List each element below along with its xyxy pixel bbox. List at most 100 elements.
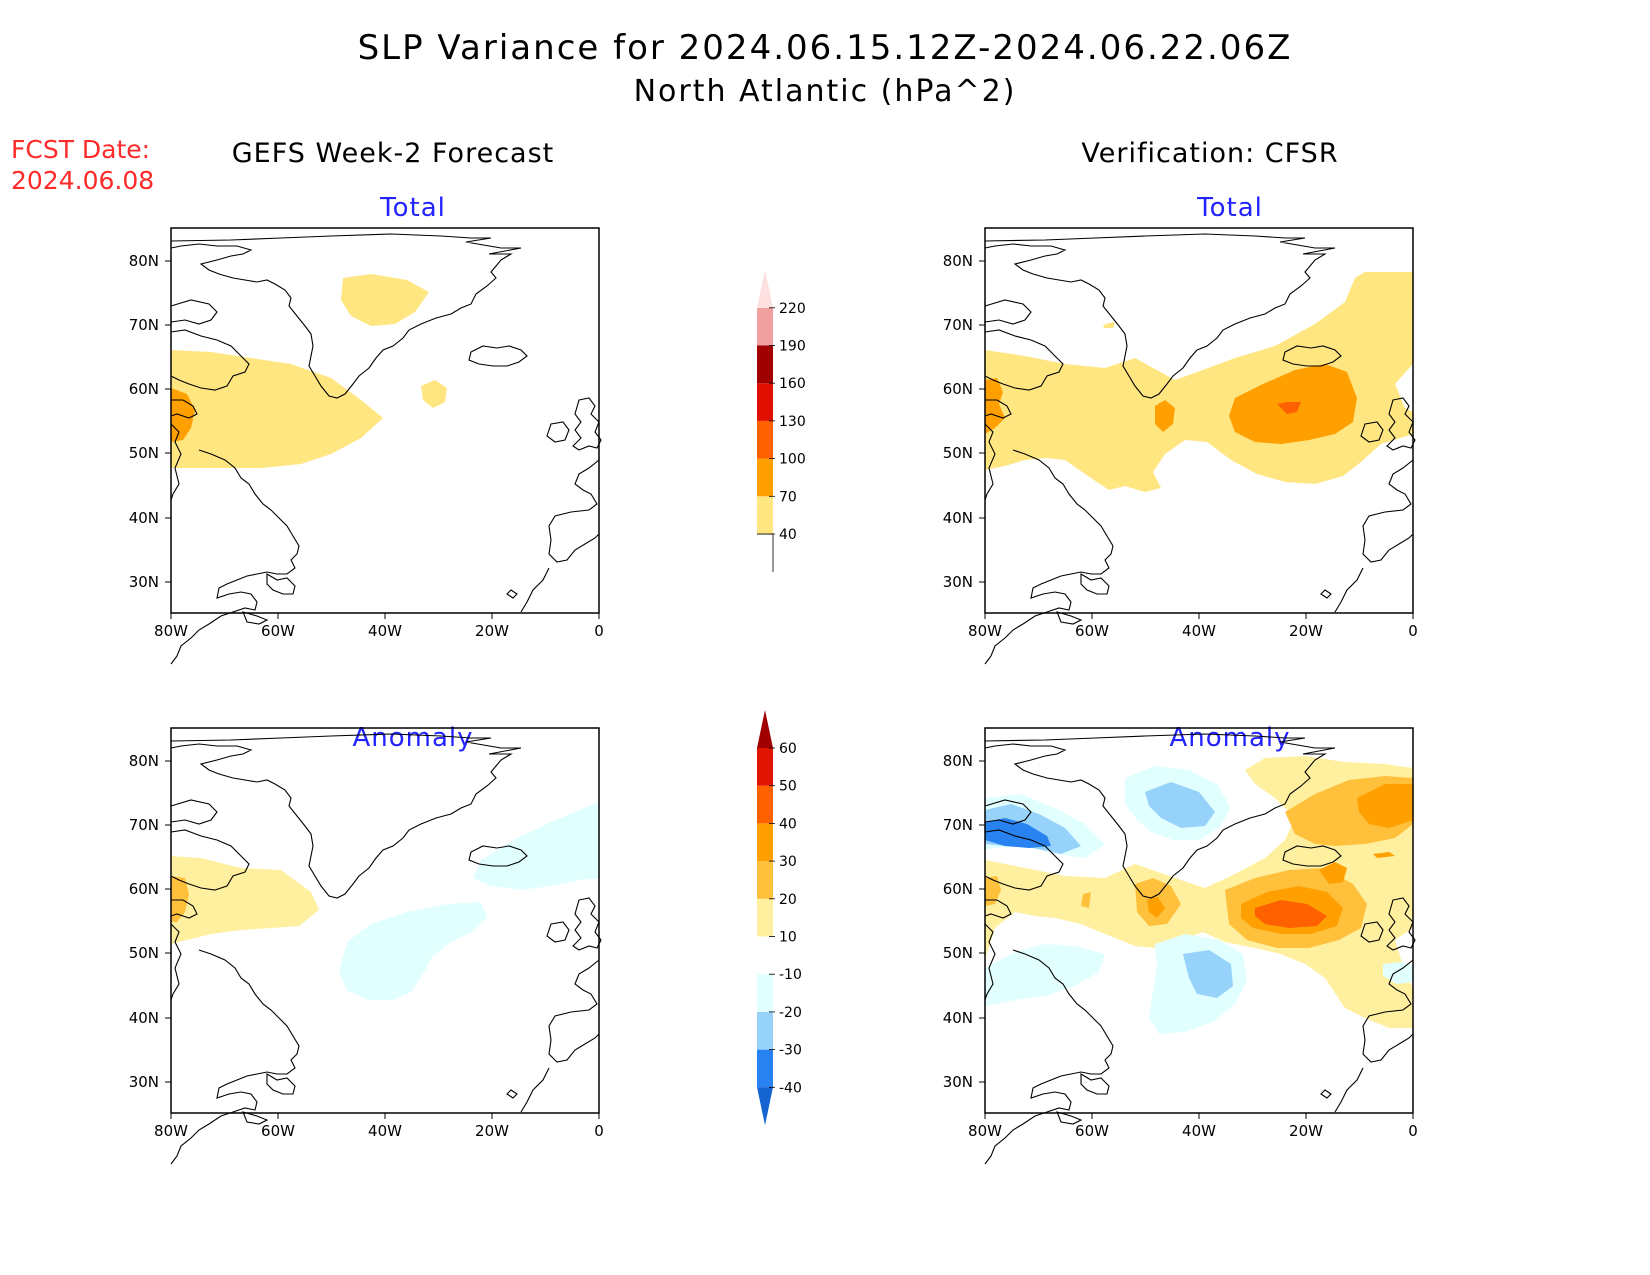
colorbar-lower-triangle bbox=[757, 1087, 773, 1126]
panel-title-forecast-total: Total bbox=[380, 193, 446, 223]
lat-label: 40N bbox=[943, 509, 973, 527]
lon-label: 0 bbox=[594, 1122, 604, 1140]
contour-fill-layer bbox=[985, 272, 1413, 492]
colorbar-label: -40 bbox=[779, 1080, 802, 1096]
colorbar-upper-triangle bbox=[757, 710, 773, 748]
page-title: SLP Variance for 2024.06.15.12Z-2024.06.… bbox=[357, 28, 1293, 68]
lon-axis: 80W 60W 40W 20W 0 bbox=[968, 1113, 1418, 1140]
colorbar-segment bbox=[757, 898, 773, 937]
lat-label: 30N bbox=[943, 573, 973, 591]
lat-label: 60N bbox=[129, 380, 159, 398]
lat-axis: 80N 70N 60N 50N 40N 30N bbox=[129, 252, 171, 591]
lon-axis: 80W 60W 40W 20W 0 bbox=[154, 613, 604, 640]
lon-label: 0 bbox=[1408, 1122, 1418, 1140]
lat-label: 50N bbox=[943, 444, 973, 462]
colorbar-segment bbox=[757, 420, 773, 459]
lat-label: 70N bbox=[943, 316, 973, 334]
lat-axis: 80N 70N 60N 50N 40N 30N bbox=[943, 752, 985, 1091]
lat-axis: 80N 70N 60N 50N 40N 30N bbox=[129, 752, 171, 1091]
panel-title-verification-total: Total bbox=[1197, 193, 1263, 223]
colorbar-label: 40 bbox=[779, 816, 797, 832]
lon-label: 80W bbox=[154, 622, 188, 640]
map-forecast-total: 80N 70N 60N 50N 40N 30N 80W 60W 40W 20W … bbox=[129, 227, 604, 665]
lon-label: 20W bbox=[1289, 622, 1323, 640]
colorbar-label: 70 bbox=[779, 489, 797, 505]
lon-label: 40W bbox=[368, 1122, 402, 1140]
colorbar-segment bbox=[757, 458, 773, 497]
fcst-date-value: 2024.06.08 bbox=[11, 166, 155, 195]
lat-label: 50N bbox=[129, 444, 159, 462]
map-forecast-anomaly: 80N 70N 60N 50N 40N 30N 80W 60W 40W 20W … bbox=[129, 727, 604, 1165]
colorbar-segment bbox=[757, 307, 773, 346]
contour-fill-layer bbox=[171, 802, 599, 1000]
colorbar-label: 30 bbox=[779, 854, 797, 870]
colorbar-label: 220 bbox=[779, 301, 806, 317]
colorbar-label: -20 bbox=[779, 1005, 802, 1021]
colorbar-segment bbox=[757, 823, 773, 862]
lon-label: 80W bbox=[968, 1122, 1002, 1140]
lon-label: 60W bbox=[261, 1122, 295, 1140]
colorbar-label: 100 bbox=[779, 452, 806, 468]
lat-label: 80N bbox=[943, 752, 973, 770]
lat-label: 30N bbox=[129, 573, 159, 591]
contour-fill-layer bbox=[171, 274, 447, 468]
lat-label: 50N bbox=[943, 944, 973, 962]
colorbar-segment bbox=[757, 1049, 773, 1088]
colorbar-label: 50 bbox=[779, 779, 797, 795]
lat-label: 80N bbox=[943, 252, 973, 270]
lon-label: 60W bbox=[1075, 622, 1109, 640]
lat-label: 70N bbox=[129, 816, 159, 834]
lat-label: 80N bbox=[129, 252, 159, 270]
colorbar-segment bbox=[757, 496, 773, 534]
lon-axis: 80W 60W 40W 20W 0 bbox=[154, 1113, 604, 1140]
colorbar-segment bbox=[757, 974, 773, 1012]
lat-axis: 80N 70N 60N 50N 40N 30N bbox=[943, 252, 985, 591]
contour-fill-layer bbox=[985, 756, 1413, 1034]
lon-label: 20W bbox=[475, 622, 509, 640]
colorbar-segment bbox=[757, 785, 773, 824]
lat-label: 70N bbox=[129, 316, 159, 334]
lon-label: 40W bbox=[1182, 1122, 1216, 1140]
lon-label: 40W bbox=[368, 622, 402, 640]
lon-label: 60W bbox=[1075, 1122, 1109, 1140]
colorbar-segment bbox=[757, 748, 773, 786]
colorbar-segment bbox=[757, 936, 773, 975]
colorbar-upper-triangle bbox=[757, 269, 773, 308]
lat-label: 40N bbox=[943, 1009, 973, 1027]
lat-label: 60N bbox=[129, 880, 159, 898]
colorbar-label: 40 bbox=[779, 527, 797, 543]
column-title-forecast: GEFS Week-2 Forecast bbox=[231, 138, 555, 169]
colorbar-label: 60 bbox=[779, 741, 797, 757]
colorbar-label: 190 bbox=[779, 339, 806, 355]
colorbar-label: -30 bbox=[779, 1043, 802, 1059]
lon-label: 0 bbox=[1408, 622, 1418, 640]
column-title-verification: Verification: CFSR bbox=[1081, 138, 1339, 169]
lat-label: 70N bbox=[943, 816, 973, 834]
lat-label: 40N bbox=[129, 1009, 159, 1027]
colorbar-total: 40 70 100 130 160 190 220 bbox=[757, 269, 806, 572]
fcst-date-block: FCST Date: 2024.06.08 bbox=[11, 134, 154, 196]
lon-label: 80W bbox=[154, 1122, 188, 1140]
lon-label: 20W bbox=[475, 1122, 509, 1140]
colorbar-anomaly: -40 -30 -20 -10 10 20 30 40 50 60 bbox=[757, 710, 802, 1126]
page-subtitle: North Atlantic (hPa^2) bbox=[633, 74, 1017, 109]
lon-label: 40W bbox=[1182, 622, 1216, 640]
colorbar-segment bbox=[757, 383, 773, 421]
lat-label: 60N bbox=[943, 880, 973, 898]
lon-label: 0 bbox=[594, 622, 604, 640]
lat-label: 50N bbox=[129, 944, 159, 962]
colorbar-label: -10 bbox=[779, 967, 802, 983]
colorbar-lower-triangle bbox=[757, 533, 774, 572]
lon-label: 20W bbox=[1289, 1122, 1323, 1140]
colorbar-label: 130 bbox=[779, 414, 806, 430]
map-verification-total: 80N 70N 60N 50N 40N 30N 80W 60W 40W 20W … bbox=[943, 227, 1418, 665]
colorbar-label: 160 bbox=[779, 376, 806, 392]
lat-label: 40N bbox=[129, 509, 159, 527]
colorbar-segment bbox=[757, 861, 773, 899]
colorbar-label: 10 bbox=[779, 930, 797, 946]
lon-label: 60W bbox=[261, 622, 295, 640]
colorbar-segment bbox=[757, 345, 773, 384]
lon-label: 80W bbox=[968, 622, 1002, 640]
lon-axis: 80W 60W 40W 20W 0 bbox=[968, 613, 1418, 640]
lat-label: 30N bbox=[943, 1073, 973, 1091]
